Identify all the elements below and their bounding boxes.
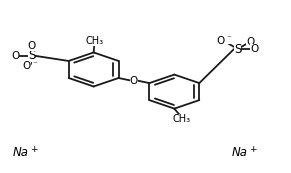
- Text: S: S: [28, 49, 35, 62]
- Text: O: O: [11, 51, 19, 61]
- Text: O: O: [250, 44, 259, 54]
- Text: S: S: [234, 43, 242, 56]
- Text: O: O: [23, 61, 31, 71]
- Text: CH₃: CH₃: [173, 113, 191, 124]
- Text: O: O: [28, 41, 36, 51]
- Text: ⁻: ⁻: [226, 35, 231, 44]
- Text: Na: Na: [232, 146, 248, 159]
- Text: O: O: [246, 37, 255, 47]
- Text: O: O: [216, 36, 224, 46]
- Text: Na: Na: [13, 146, 29, 159]
- Text: CH₃: CH₃: [86, 36, 104, 46]
- Text: ⁻: ⁻: [32, 60, 37, 69]
- Text: O: O: [130, 76, 138, 85]
- Text: +: +: [30, 145, 37, 154]
- Text: +: +: [249, 145, 256, 154]
